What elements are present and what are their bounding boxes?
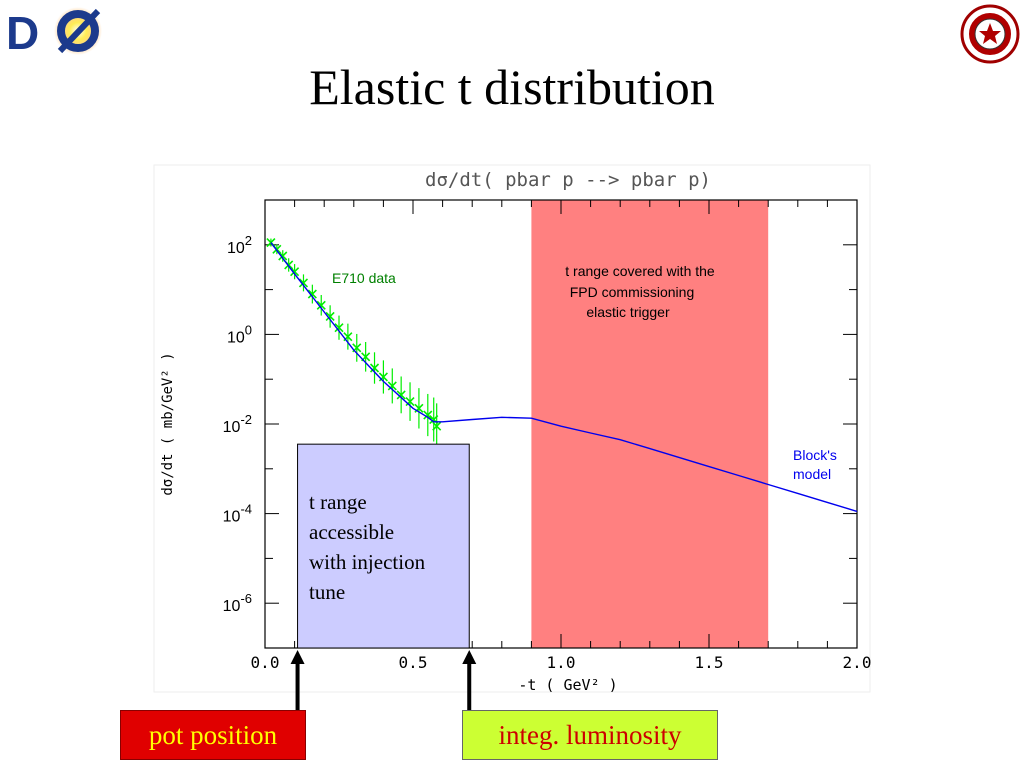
e710-data-point <box>334 315 344 340</box>
x-tick-label: 0.5 <box>399 653 428 672</box>
y-tick-label: 10-2 <box>223 412 252 436</box>
e710-data-point <box>396 376 406 414</box>
marker-arrows <box>290 650 477 710</box>
e710-data-point <box>307 284 317 304</box>
svg-text:D: D <box>6 7 39 59</box>
y-tick-label: 100 <box>227 322 252 346</box>
block-model-label-1: Block's <box>793 447 837 463</box>
e710-data-label: E710 data <box>332 270 396 286</box>
e710-data-point <box>405 382 415 421</box>
e710-data-point <box>316 294 326 316</box>
y-axis-label: dσ/dt ( mb/GeV² ) <box>160 352 176 495</box>
block-model-label-2: model <box>793 466 831 482</box>
fpd-label-line-3: elastic trigger <box>586 304 670 320</box>
plot-frame <box>264 199 858 649</box>
y-tick-label: 10-4 <box>223 502 252 526</box>
chart-title: dσ/dt( pbar p --> pbar p) <box>425 169 711 191</box>
integ-luminosity-box: integ. luminosity <box>462 710 718 760</box>
pot-arrow-head <box>290 650 305 664</box>
slide-title: Elastic t distribution <box>309 59 715 115</box>
x-tick-label: 2.0 <box>843 653 872 672</box>
x-tick-label: 1.5 <box>695 653 724 672</box>
x-tick-label: 0.0 <box>251 653 280 672</box>
injection-tune-text: t range accessible with injection tune <box>309 490 426 604</box>
fpd-label-line-2: FPD commissioning <box>570 284 694 300</box>
e710-data-point <box>378 360 388 394</box>
e710-data-point <box>387 368 397 404</box>
e710-data-point <box>369 352 380 384</box>
block-model-line <box>270 242 858 513</box>
e710-data-point <box>423 393 433 437</box>
x-tick-label: 1.0 <box>547 653 576 672</box>
university-seal-icon <box>960 4 1020 64</box>
data-layer <box>266 237 442 450</box>
x-axis-label: -t ( GeV² ) <box>518 676 617 694</box>
pot-position-box: pot position <box>120 710 306 760</box>
injection-tune-region <box>297 443 470 649</box>
fpd-trigger-region <box>531 200 769 648</box>
e710-data-point <box>325 305 335 328</box>
e710-data-point <box>278 250 288 262</box>
y-tick-label: 10-6 <box>223 591 252 615</box>
d0-logo: D <box>6 7 102 59</box>
e710-data-point <box>432 403 442 450</box>
y-tick-label: 102 <box>227 233 252 257</box>
luminosity-arrow-head <box>462 650 477 664</box>
axis-ticks: 0.0 0.5 1.0 1.5 2.0 102 100 10-2 10-4 10-6 <box>223 199 872 672</box>
e710-data-point <box>290 264 300 280</box>
e710-data-point <box>298 274 309 292</box>
fpd-label-line-1: t range covered with the <box>565 263 715 279</box>
